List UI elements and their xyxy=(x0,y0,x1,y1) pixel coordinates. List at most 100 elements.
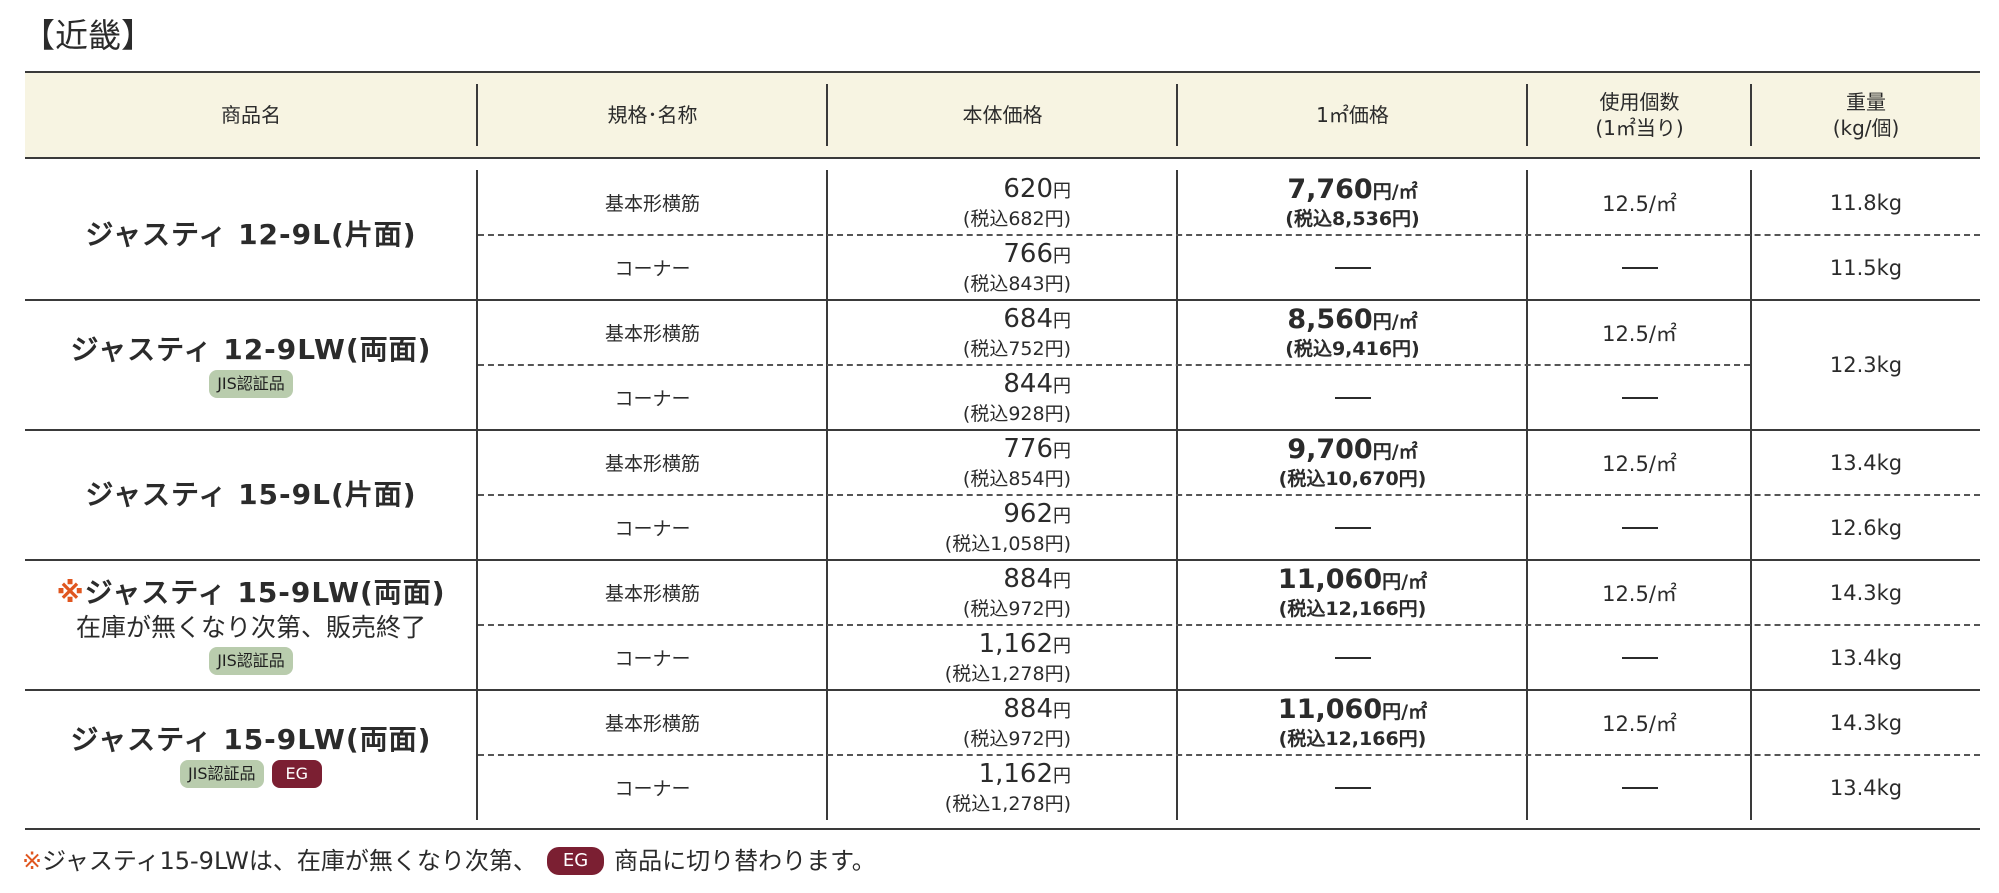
usage-cell xyxy=(1528,755,1751,820)
usage-cell: 12.5/㎡ xyxy=(1602,581,1677,606)
price-tax-included: (税込1,278円) xyxy=(944,663,1071,685)
spec-cell: 基本形横筋 xyxy=(604,713,700,735)
spec-cell: コーナー xyxy=(614,388,691,410)
badge-group: JIS認証品 xyxy=(209,647,293,675)
product-name: ジャスティ 15-9L(片面) xyxy=(85,478,417,511)
sqm-price-amount: 11,060 xyxy=(1277,693,1383,725)
price-cell: 884円 (税込972円) xyxy=(827,694,1071,751)
group-divider xyxy=(25,429,1980,431)
weight-cell-merged: 12.3kg xyxy=(1829,353,1903,377)
sqm-price-value: 7,760円/㎡ xyxy=(1287,174,1417,207)
sqm-price-tax-included: (税込12,166円) xyxy=(1278,597,1427,620)
table-bottom-rule xyxy=(25,828,1980,830)
empty-dash xyxy=(1334,396,1371,399)
weight-cell: 12.6kg xyxy=(1829,515,1903,540)
yen-unit: 円 xyxy=(1053,571,1071,592)
jis-certified-badge: JIS認証品 xyxy=(209,370,293,398)
group-divider xyxy=(25,299,1980,301)
weight-cell: 11.8kg xyxy=(1829,190,1903,215)
row-divider-dashed xyxy=(478,234,1980,236)
price-value: 766円 xyxy=(1003,239,1071,269)
product-name-cell: ※ジャスティ 15-9LW(両面) 在庫が無くなり次第、販売終了 JIS認証品 xyxy=(25,560,477,690)
header-weight: 重量 (kg/個) xyxy=(1752,73,1980,157)
header-weight-line1: 重量 xyxy=(1846,90,1886,114)
spec-cell: コーナー xyxy=(614,648,691,670)
price-tax-included: (税込843円) xyxy=(962,273,1071,295)
empty-dash xyxy=(1334,786,1371,789)
header-usage-line1: 使用個数 xyxy=(1599,90,1680,114)
empty-dash xyxy=(1621,396,1658,399)
region-title: 【近畿】 xyxy=(22,16,154,55)
sqm-price-amount: 9,700 xyxy=(1287,433,1373,465)
header-column-divider xyxy=(1176,84,1178,146)
usage-cell: 12.5/㎡ xyxy=(1602,451,1677,476)
price-tax-included: (税込1,278円) xyxy=(944,793,1071,815)
discontinued-note: 在庫が無くなり次第、販売終了 xyxy=(75,613,426,642)
price-amount: 620 xyxy=(1003,174,1053,204)
price-tax-included: (税込752円) xyxy=(962,338,1071,360)
spec-cell: 基本形横筋 xyxy=(604,453,700,475)
spec-cell: コーナー xyxy=(614,518,691,540)
price-amount: 766 xyxy=(1003,239,1053,269)
header-weight-line2: (kg/個) xyxy=(1832,116,1900,140)
header-spec: 規格･名称 xyxy=(607,103,698,127)
sqm-price-cell xyxy=(1178,235,1527,300)
product-name: ジャスティ 15-9LW(両面) xyxy=(84,576,446,609)
table-header-background xyxy=(25,73,1980,157)
price-amount: 1,162 xyxy=(978,759,1053,789)
row-divider-dashed xyxy=(478,624,1980,626)
header-price: 本体価格 xyxy=(962,103,1043,127)
price-cell: 776円 (税込854円) xyxy=(827,434,1071,491)
product-name-line: ※ジャスティ 15-9LW(両面) xyxy=(56,575,445,611)
price-cell: 884円 (税込972円) xyxy=(827,564,1071,621)
sqm-price-cell xyxy=(1178,495,1527,560)
yen-unit: 円 xyxy=(1053,181,1071,202)
price-tax-included: (税込928円) xyxy=(962,403,1071,425)
jis-certified-badge: JIS認証品 xyxy=(209,647,293,675)
price-tax-included: (税込682円) xyxy=(962,208,1071,230)
price-value: 776円 xyxy=(1003,434,1071,464)
yen-unit: 円 xyxy=(1053,311,1071,332)
spec-cell: 基本形横筋 xyxy=(604,193,700,215)
yen-unit: 円 xyxy=(1053,441,1071,462)
header-column-divider xyxy=(1526,84,1528,146)
jis-certified-badge: JIS認証品 xyxy=(179,760,264,788)
price-cell: 684円 (税込752円) xyxy=(827,304,1071,361)
price-amount: 884 xyxy=(1003,564,1053,594)
sqm-price-cell: 9,700円/㎡ (税込10,670円) xyxy=(1178,430,1527,495)
usage-cell xyxy=(1528,365,1751,430)
group-divider xyxy=(25,559,1980,561)
usage-cell xyxy=(1528,495,1751,560)
price-amount: 884 xyxy=(1003,694,1053,724)
header-column-divider xyxy=(826,84,828,146)
product-name-cell: ジャスティ 15-9L(片面) xyxy=(25,430,477,560)
usage-cell: 12.5/㎡ xyxy=(1602,711,1677,736)
weight-cell: 11.5kg xyxy=(1829,255,1903,280)
sqm-price-cell: 11,060円/㎡ (税込12,166円) xyxy=(1178,560,1527,625)
sqm-price-value: 11,060円/㎡ xyxy=(1277,693,1427,727)
footnote: ※ ジャスティ15-9LWは、在庫が無くなり次第、 EG 商品に切り替わります。 xyxy=(22,843,876,879)
sqm-price-cell: 8,560円/㎡ (税込9,416円) xyxy=(1178,300,1527,365)
footnote-text-after: 商品に切り替わります。 xyxy=(614,847,876,875)
sqm-price-amount: 11,060 xyxy=(1277,563,1383,595)
group-divider xyxy=(25,689,1980,691)
spec-cell: コーナー xyxy=(614,258,691,280)
price-cell: 962円 (税込1,058円) xyxy=(827,499,1071,556)
price-cell: 1,162円 (税込1,278円) xyxy=(827,629,1071,686)
sqm-price-tax-included: (税込8,536円) xyxy=(1285,207,1420,230)
sqm-price-cell xyxy=(1178,755,1527,820)
usage-cell: 12.5/㎡ xyxy=(1602,321,1677,346)
usage-cell xyxy=(1528,235,1751,300)
eg-badge: EG xyxy=(271,760,323,788)
product-name-cell: ジャスティ 12-9LW(両面) JIS認証品 xyxy=(25,300,477,430)
sqm-price-value: 8,560円/㎡ xyxy=(1287,304,1417,337)
sqm-price-value: 11,060円/㎡ xyxy=(1277,563,1427,597)
spec-cell: 基本形横筋 xyxy=(604,583,700,605)
sqm-price-tax-included: (税込9,416円) xyxy=(1285,337,1420,360)
price-amount: 684 xyxy=(1003,304,1053,334)
sqm-price-tax-included: (税込10,670円) xyxy=(1278,467,1427,490)
header-column-divider xyxy=(476,84,478,146)
price-tax-included: (税込972円) xyxy=(962,728,1071,750)
table-top-rule xyxy=(25,71,1980,73)
badge-group: JIS認証品 EG xyxy=(179,760,323,788)
